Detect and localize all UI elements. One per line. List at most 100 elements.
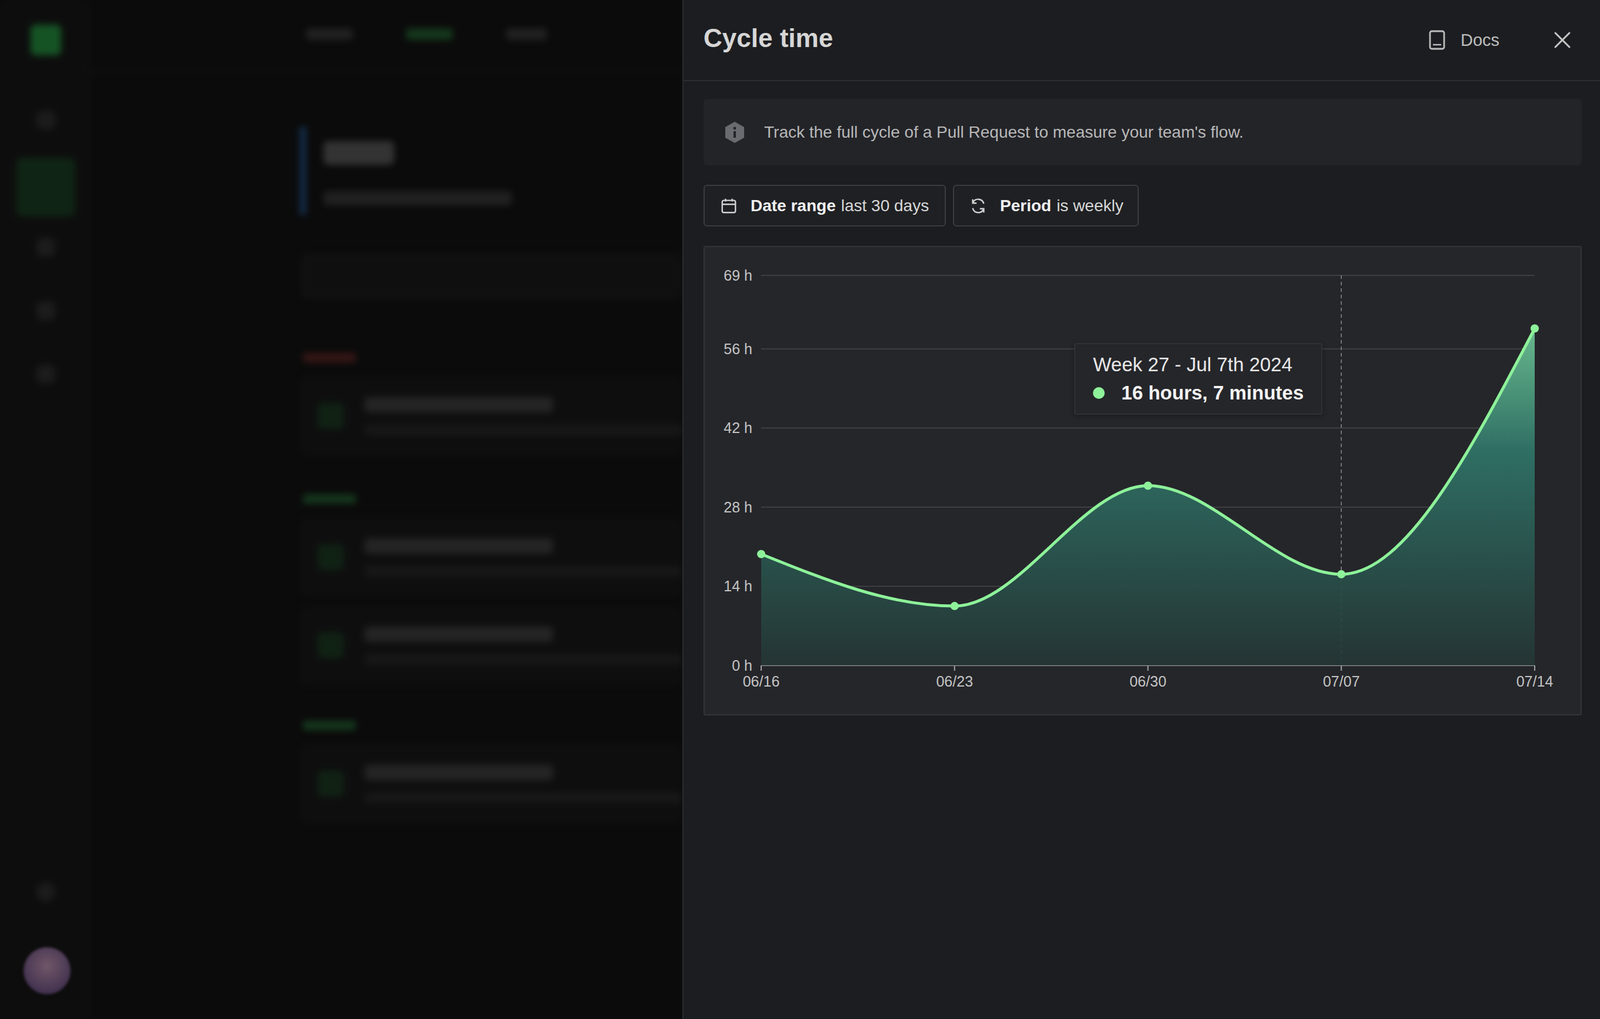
filter-button[interactable]: Date rangelast 30 days <box>703 184 946 227</box>
card-sub <box>364 424 683 436</box>
logo <box>30 24 62 56</box>
filter-label: Date range <box>750 196 836 216</box>
card-title <box>364 538 553 554</box>
data-line <box>761 328 1535 606</box>
card <box>300 744 683 824</box>
close-button[interactable] <box>1551 29 1573 51</box>
title-text: Cycle time <box>703 23 833 53</box>
x-tick <box>760 665 762 671</box>
tooltip-value-row: 16 hours, 7 minutes <box>1092 381 1304 405</box>
breadcrumb <box>305 28 353 40</box>
filter-value: last 30 days <box>841 196 929 216</box>
filter-value: is weekly <box>1056 196 1124 216</box>
card-icon <box>317 402 344 429</box>
panel-title: Cycle time <box>703 23 833 53</box>
x-tick-label: 06/16 <box>742 672 780 690</box>
background-app <box>0 0 683 1019</box>
docs-icon <box>1427 29 1447 51</box>
grid-line <box>761 274 1535 276</box>
tooltip-dot <box>1092 387 1105 399</box>
x-tick-label: 06/23 <box>935 672 973 690</box>
info-icon-dot <box>733 126 737 130</box>
tooltip-text: 16 hours, 7 minutes <box>1121 381 1304 405</box>
info-icon-shape <box>725 121 745 143</box>
data-point <box>757 550 766 559</box>
header-bar <box>88 70 683 73</box>
plot-group <box>757 324 1539 666</box>
x-tick-label: 06/30 <box>1129 672 1167 690</box>
x-tick <box>1147 665 1149 671</box>
card-title <box>364 397 553 413</box>
section-label <box>302 352 356 363</box>
chart-svg: 0 h 14 h 28 h 42 h 56 h 69 h 06/16 06/23 06/30 07… <box>703 245 1582 716</box>
y-tick-label: 42 h <box>723 419 753 436</box>
close-icon-path <box>1555 32 1570 48</box>
refresh-arrows <box>972 198 985 213</box>
card-icon <box>317 770 344 797</box>
tooltip: Week 27 - Jul 7th 2024 16 hours, 7 minute… <box>1074 342 1323 415</box>
card <box>300 605 683 686</box>
team-accent <box>300 126 306 215</box>
data-point <box>1144 481 1153 490</box>
x-tick-label: 07/07 <box>1322 672 1360 690</box>
sidebar-icon <box>36 110 56 130</box>
y-tick-label: 28 h <box>723 498 753 516</box>
data-point <box>1530 324 1539 333</box>
docs-icon-body <box>1430 31 1445 49</box>
sidebar-icon <box>36 301 56 320</box>
docs-button[interactable]: Docs <box>1427 28 1500 52</box>
panel-header-border <box>683 80 1600 82</box>
y-tick-label: 56 h <box>723 340 753 358</box>
section-label <box>302 720 356 730</box>
calendar-body <box>722 200 736 213</box>
filter-button[interactable]: Periodis weekly <box>952 184 1139 227</box>
filter-icon <box>969 197 988 215</box>
card-title <box>364 626 553 642</box>
x-tick <box>1534 665 1536 671</box>
info-icon <box>722 120 747 145</box>
calendar-lines <box>722 198 736 204</box>
tooltip-title: Week 27 - Jul 7th 2024 <box>1092 353 1293 376</box>
card-sub <box>364 792 683 803</box>
card-title <box>364 764 553 780</box>
sidebar-icon <box>36 364 56 384</box>
card-icon <box>317 544 344 570</box>
chart-box: 0 h 14 h 28 h 42 h 56 h 69 h 06/16 06/23 06/30 07… <box>703 245 1582 716</box>
tooltip-title-row: Week 27 - Jul 7th 2024 <box>1092 353 1304 376</box>
grid-line <box>761 427 1535 429</box>
breadcrumb <box>405 28 453 40</box>
info-icon-bar <box>733 131 736 138</box>
sidebar-icon <box>16 157 76 217</box>
breadcrumb <box>505 28 548 40</box>
filter-icon <box>720 197 738 215</box>
close-icon <box>1551 29 1573 51</box>
avatar <box>23 947 71 995</box>
data-point <box>950 601 959 610</box>
docs-label: Docs <box>1460 30 1500 50</box>
card <box>300 517 683 598</box>
x-tick <box>1340 665 1342 671</box>
sidebar-icon <box>36 237 56 257</box>
y-tick-label: 69 h <box>723 267 753 284</box>
card-sub <box>364 565 683 577</box>
sidebar <box>0 0 89 1019</box>
tabs <box>300 252 683 300</box>
card <box>300 376 683 456</box>
section-label <box>302 494 356 504</box>
y-tick-label: 14 h <box>723 577 753 595</box>
blurred-content <box>0 0 683 1019</box>
side-panel: Cycle time Docs Track the full cycle of a … <box>682 0 1600 1019</box>
docs-icon-line <box>1432 44 1442 46</box>
sidebar-icon <box>36 882 56 902</box>
y-tick-label: 0 h <box>731 657 753 674</box>
team-sub <box>323 191 512 206</box>
info-text: Track the full cycle of a Pull Request t… <box>764 122 1244 142</box>
x-tick <box>954 665 956 671</box>
card-icon <box>317 632 344 659</box>
filter-label: Period <box>1000 196 1052 216</box>
data-point <box>1337 570 1346 579</box>
area-fill <box>761 328 1535 666</box>
x-tick-label: 07/14 <box>1516 672 1554 690</box>
team-title <box>323 141 395 165</box>
info-box: Track the full cycle of a Pull Request t… <box>703 98 1582 166</box>
